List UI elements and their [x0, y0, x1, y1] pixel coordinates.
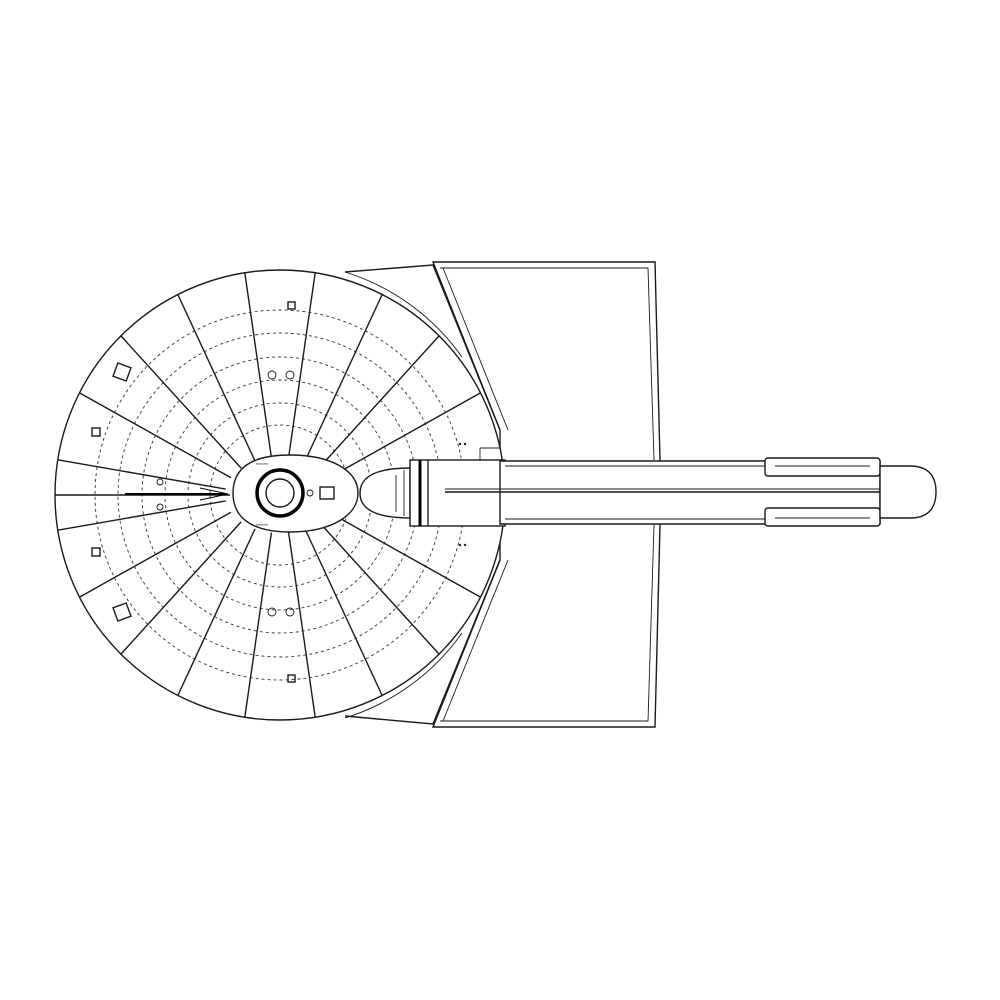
saucer-spoke [57, 459, 226, 490]
saucer-spoke [79, 392, 232, 479]
centerline-marks [125, 487, 229, 501]
saucer-spoke [120, 335, 242, 469]
saucer-spoke [177, 294, 256, 462]
saucer-spoke [120, 521, 242, 655]
saucer-spoke [244, 532, 273, 718]
saucer-spoke [318, 521, 440, 655]
svg-text:▭▭▭▭: ▭▭▭▭ [256, 522, 268, 528]
saucer-windows [91, 301, 296, 683]
saucer-spoke [304, 528, 383, 696]
saucer-spoke [57, 500, 226, 531]
saucer-spoke [287, 272, 316, 458]
warp-nacelle [445, 457, 937, 527]
neck-details [458, 442, 467, 547]
saucer-spoke [328, 392, 481, 479]
bridge-dome: ▭▭▭▭ ▭▭▭▭ [232, 454, 359, 533]
saucer-spoke [304, 294, 383, 462]
saucer-spoke [328, 511, 481, 598]
neck-dome [359, 447, 506, 527]
saucer-spoke [318, 335, 440, 469]
saucer-spoke [177, 528, 256, 696]
neck-section [344, 264, 501, 725]
saucer-spoke [244, 272, 273, 458]
saucer-spoke [287, 532, 316, 718]
svg-text:▭▭▭▭: ▭▭▭▭ [256, 461, 268, 467]
saucer-spoke [79, 511, 232, 598]
